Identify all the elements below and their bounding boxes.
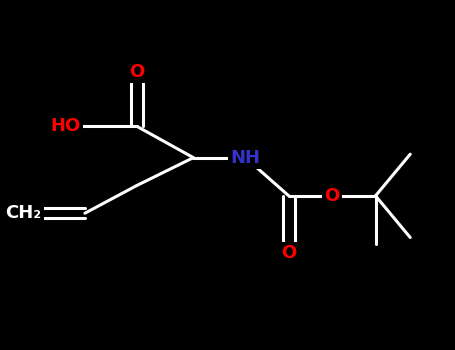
Text: O: O (129, 63, 145, 81)
Text: NH: NH (230, 149, 260, 167)
Text: O: O (324, 187, 340, 205)
Text: O: O (281, 244, 296, 262)
Text: CH₂: CH₂ (5, 204, 41, 222)
Text: HO: HO (51, 117, 81, 135)
